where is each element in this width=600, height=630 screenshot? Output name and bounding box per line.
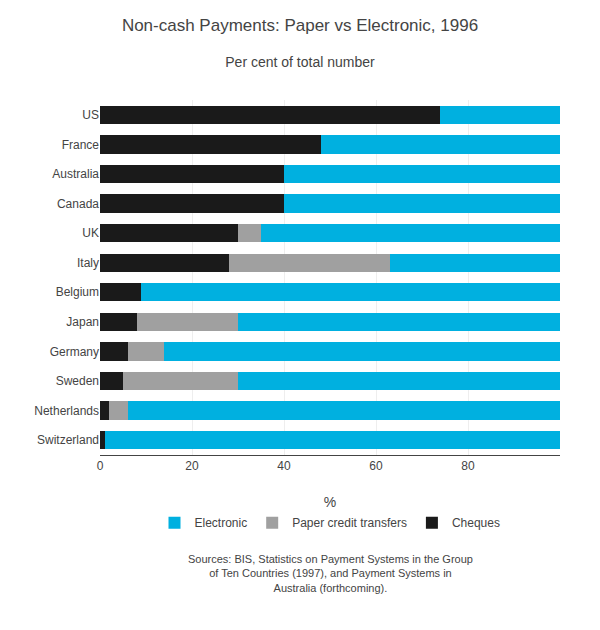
svg-text:Sources: BIS, Statistics on Pa: Sources: BIS, Statistics on Payment Syst… (188, 553, 473, 594)
svg-text:Belgium: Belgium (56, 285, 99, 299)
svg-text:20: 20 (185, 459, 199, 473)
svg-text:0: 0 (97, 459, 104, 473)
svg-text:Australia: Australia (52, 167, 99, 181)
svg-text:Per cent of total number: Per cent of total number (225, 54, 375, 70)
svg-text:Italy: Italy (77, 256, 99, 270)
svg-text:60: 60 (369, 459, 383, 473)
svg-text:Non-cash Payments: Paper vs El: Non-cash Payments: Paper vs Electronic, … (122, 16, 478, 35)
svg-text:Germany: Germany (50, 345, 99, 359)
svg-text:Paper credit transfers: Paper credit transfers (292, 516, 407, 530)
svg-text:UK: UK (82, 226, 99, 240)
svg-text:Canada: Canada (57, 197, 99, 211)
svg-text:Netherlands: Netherlands (34, 404, 99, 418)
svg-text:%: % (324, 494, 336, 510)
svg-text:US: US (82, 108, 99, 122)
svg-text:80: 80 (461, 459, 475, 473)
svg-text:Cheques: Cheques (452, 516, 500, 530)
svg-text:Japan: Japan (66, 315, 99, 329)
svg-text:Electronic: Electronic (195, 516, 248, 530)
svg-text:Sweden: Sweden (56, 374, 99, 388)
svg-text:Switzerland: Switzerland (37, 433, 99, 447)
svg-text:France: France (62, 138, 100, 152)
svg-text:40: 40 (277, 459, 291, 473)
